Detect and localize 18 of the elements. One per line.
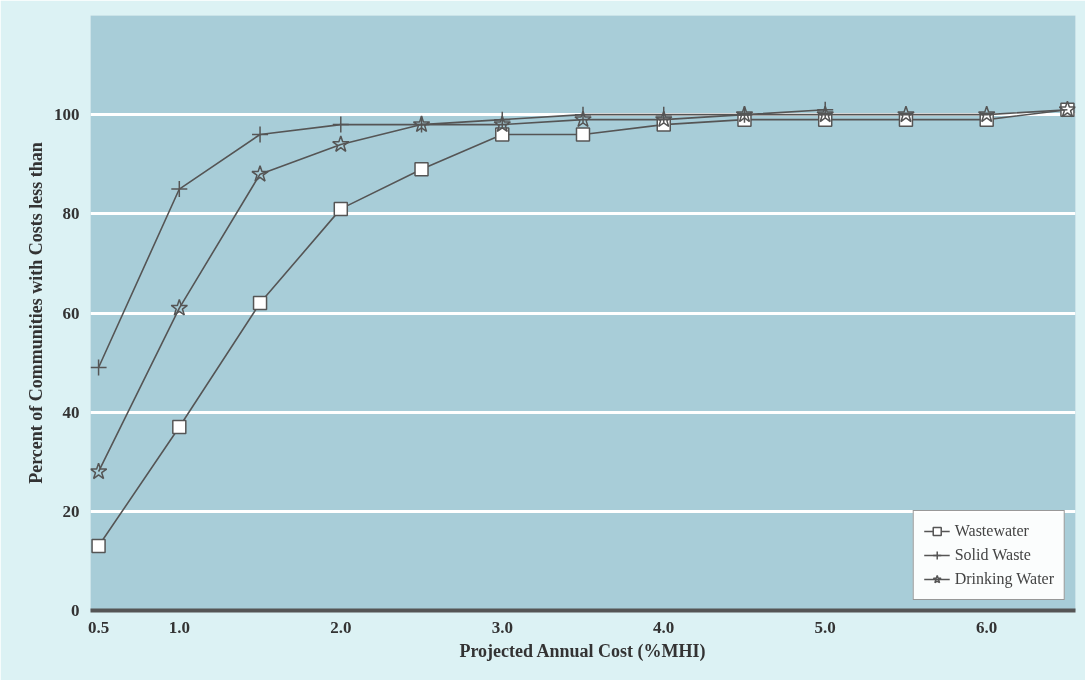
x-tick-label: 6.0 <box>976 617 998 637</box>
legend-label: Solid Waste <box>954 546 1031 564</box>
x-tick-label: 2.0 <box>330 617 352 637</box>
x-tick-label: 4.0 <box>653 617 675 637</box>
y-tick-label: 20 <box>62 501 80 521</box>
legend-label: Wastewater <box>954 522 1029 540</box>
x-tick-label: 5.0 <box>814 617 836 637</box>
x-tick-label: 1.0 <box>168 617 190 637</box>
y-tick-label: 80 <box>62 204 80 224</box>
legend-label: Drinking Water <box>954 570 1054 588</box>
y-axis-title: Percent of Communities with Costs less than <box>26 142 46 484</box>
y-tick-label: 0 <box>71 601 80 620</box>
x-tick-label: 0.5 <box>87 617 110 637</box>
y-tick-label: 40 <box>62 402 80 422</box>
x-axis-title: Projected Annual Cost (%MHI) <box>459 640 706 662</box>
y-tick-label: 100 <box>54 105 80 125</box>
y-tick-label: 60 <box>62 303 80 323</box>
x-tick-label: 3.0 <box>491 617 513 637</box>
